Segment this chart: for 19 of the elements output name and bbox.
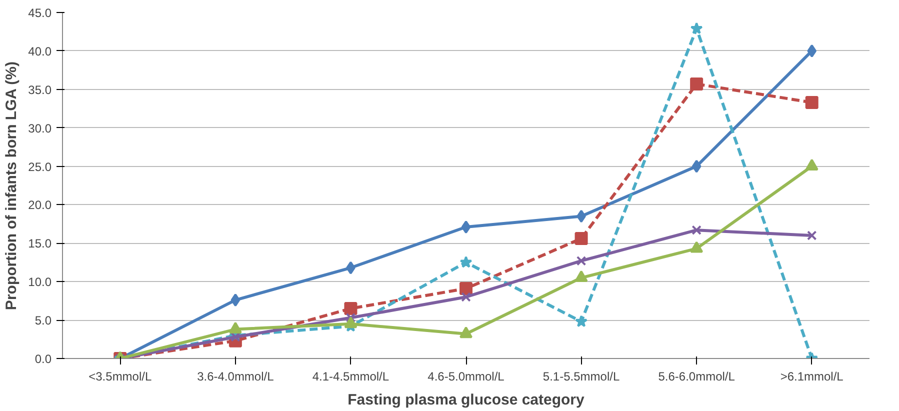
x-tick-label: <3.5mmol/L [88, 370, 152, 384]
y-tick-label: 35.0 [28, 82, 52, 97]
x-tick-label: 4.1-4.5mmol/L [312, 370, 390, 384]
y-tick-label: 0.0 [34, 352, 52, 366]
x-tick-label: 5.1-5.5mmol/L [542, 370, 620, 384]
y-tick-label: 5.0 [34, 314, 52, 328]
y-tick-label: 45.0 [28, 6, 52, 20]
y-tick-label: 30.0 [28, 121, 52, 136]
y-tick-label: 25.0 [28, 160, 52, 174]
y-tick-label: 20.0 [28, 198, 52, 212]
x-tick-label: 5.6-6.0mmol/L [658, 370, 736, 384]
y-axis-title: Proportion of infants born LGA (%) [3, 61, 20, 310]
y-tick-label: 15.0 [28, 236, 52, 251]
x-axis-title: Fasting plasma glucose category [348, 392, 586, 408]
y-tick-label: 40.0 [28, 44, 52, 58]
y-tick-label: 10.0 [28, 275, 52, 290]
x-tick-label: >6.1mmol/L [780, 370, 844, 384]
x-tick-label: 4.6-5.0mmol/L [428, 370, 505, 384]
x-tick-label: 3.6-4.0mmol/L [197, 370, 274, 384]
